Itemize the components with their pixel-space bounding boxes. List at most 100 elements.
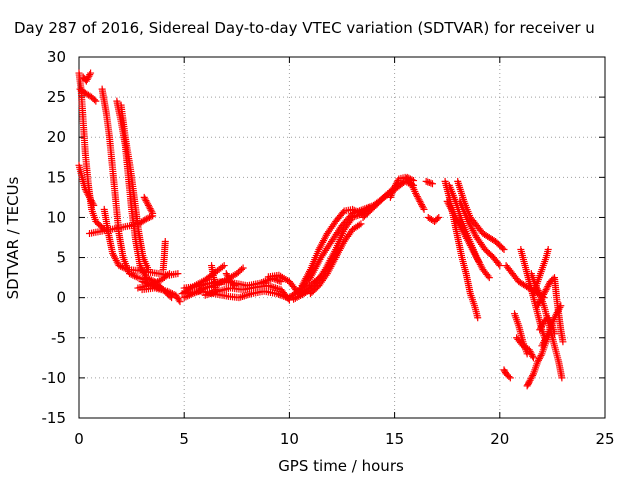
y-tick-label: -5 <box>51 329 66 347</box>
data-point <box>168 294 176 302</box>
y-axis-label: SDTVAR / TECUs <box>4 176 22 299</box>
data-point <box>83 189 91 197</box>
data-point <box>87 69 95 77</box>
data-point <box>90 96 98 104</box>
data-point <box>86 193 94 201</box>
series-track-s <box>201 282 293 304</box>
data-point <box>146 205 154 213</box>
series-track-u <box>222 270 239 290</box>
grid-lines <box>79 57 605 418</box>
data-point <box>143 198 151 206</box>
data-point <box>537 324 545 332</box>
data-point <box>418 201 426 209</box>
data-point <box>357 220 365 228</box>
data-point <box>86 71 94 79</box>
x-tick-label: 20 <box>490 430 509 448</box>
data-point <box>528 351 536 359</box>
series-track-as <box>529 246 552 298</box>
data-point <box>484 272 492 280</box>
data-point <box>223 271 231 279</box>
data-point <box>540 289 548 297</box>
data-point <box>352 207 360 215</box>
data-point <box>414 194 422 202</box>
data-point <box>164 271 172 279</box>
data-point <box>543 284 551 292</box>
data-point <box>418 202 426 210</box>
data-point <box>543 331 551 339</box>
data-point <box>496 262 504 270</box>
data-point <box>120 264 128 272</box>
data-point <box>420 205 428 213</box>
plot-frame <box>78 56 606 419</box>
series-track-ae <box>422 177 436 188</box>
x-tick-label: 10 <box>280 430 299 448</box>
data-point <box>142 274 150 282</box>
data-point <box>218 263 226 271</box>
data-point <box>391 183 399 191</box>
data-point <box>559 338 567 346</box>
data-point <box>92 97 100 105</box>
data-point <box>349 205 357 213</box>
series-track-ak <box>443 197 483 266</box>
data-point <box>546 317 554 325</box>
data-point <box>142 215 150 223</box>
data-point <box>545 315 553 323</box>
data-point <box>529 354 537 362</box>
data-points <box>75 69 567 390</box>
data-point <box>144 274 152 282</box>
data-point <box>144 214 152 222</box>
data-point <box>548 320 556 328</box>
data-point <box>413 193 421 201</box>
data-point <box>536 353 544 361</box>
data-point <box>540 290 548 298</box>
data-point <box>406 175 414 183</box>
data-point <box>557 302 565 310</box>
data-point <box>547 319 555 327</box>
y-tick-label: 20 <box>47 128 66 146</box>
data-point <box>355 221 363 229</box>
data-point <box>224 273 232 281</box>
data-point <box>506 374 514 382</box>
y-tick-label: 0 <box>56 289 66 307</box>
y-tick-label: -15 <box>42 409 67 427</box>
series-track-ah <box>445 181 493 282</box>
data-point <box>449 208 457 216</box>
data-point <box>544 282 552 290</box>
data-point <box>174 270 182 278</box>
data-point <box>525 379 533 387</box>
data-point <box>88 198 96 206</box>
series-track-f <box>140 193 157 217</box>
data-point <box>526 376 534 384</box>
data-point <box>142 197 150 205</box>
data-point <box>212 286 220 294</box>
data-point <box>541 287 549 295</box>
series-track-m <box>134 270 173 292</box>
data-point <box>239 264 247 272</box>
data-point <box>535 355 543 363</box>
data-point <box>166 292 174 300</box>
data-point <box>485 274 493 282</box>
data-point <box>131 272 139 280</box>
y-tick-labels: -15 -10 -5 0 5 10 15 20 25 30 <box>42 48 67 427</box>
data-point <box>231 282 239 290</box>
series-track-a <box>75 69 108 233</box>
data-point <box>416 197 424 205</box>
data-point <box>551 330 559 338</box>
series-track-av <box>536 314 559 338</box>
data-point <box>534 302 542 310</box>
data-point <box>274 276 282 284</box>
x-tick-label: 15 <box>385 430 404 448</box>
data-point <box>535 300 543 308</box>
series-track-ap <box>513 334 537 362</box>
data-point <box>147 206 155 214</box>
series-track-j <box>100 205 182 279</box>
data-point <box>417 199 425 207</box>
data-point <box>433 215 441 223</box>
x-tick-label: 0 <box>74 430 84 448</box>
data-point <box>84 74 92 82</box>
data-point <box>144 201 152 209</box>
data-point <box>149 209 157 217</box>
data-point <box>415 196 423 204</box>
data-point <box>84 190 92 198</box>
